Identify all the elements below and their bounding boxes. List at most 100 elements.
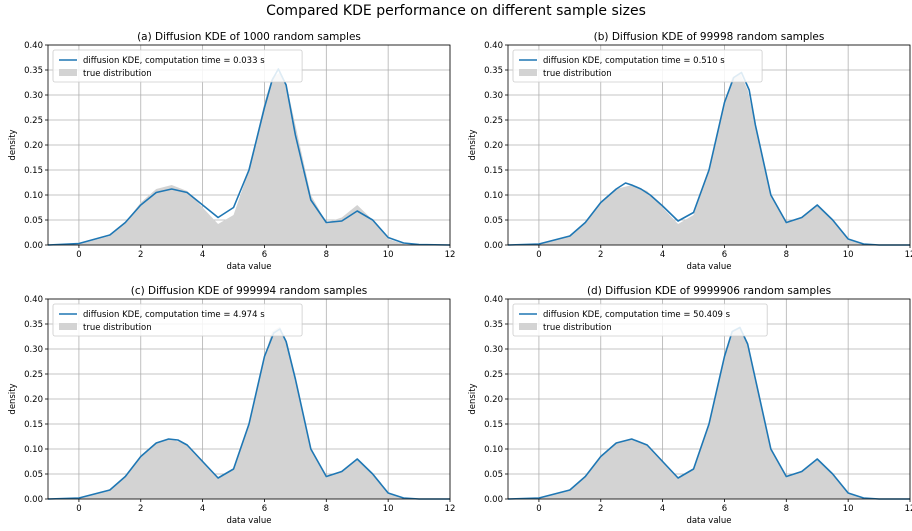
kde-line bbox=[47, 328, 450, 500]
y-tick-label: 0.00 bbox=[484, 241, 503, 251]
y-tick-label: 0.30 bbox=[484, 91, 503, 101]
legend: diffusion KDE, computation time = 50.409… bbox=[512, 303, 768, 337]
y-tick-label: 0.35 bbox=[484, 320, 503, 330]
x-tick-label: 4 bbox=[200, 504, 205, 514]
y-tick-label: 0.15 bbox=[24, 420, 43, 430]
x-tick-label: 12 bbox=[905, 504, 912, 514]
kde-line bbox=[507, 326, 910, 500]
legend-true-label: true distribution bbox=[543, 69, 612, 79]
x-tick-label: 10 bbox=[843, 250, 854, 260]
x-tick-label: 8 bbox=[324, 504, 329, 514]
panel-1: 0 2 4 6 8 10 12 0.00 0.05 0.10 0.15 0.20 0.25 0.30 0.3… bbox=[468, 31, 912, 272]
x-axis-label: data value bbox=[686, 262, 731, 272]
y-tick-label: 0.20 bbox=[484, 395, 503, 405]
legend-kde-label: diffusion KDE, computation time = 0.033 … bbox=[83, 56, 265, 66]
legend: diffusion KDE, computation time = 0.510 … bbox=[512, 49, 763, 83]
y-tick-label: 0.20 bbox=[484, 141, 503, 151]
x-tick-label: 2 bbox=[138, 250, 143, 260]
y-tick-label: 0.15 bbox=[484, 420, 503, 430]
y-tick-label: 0.10 bbox=[484, 191, 503, 201]
y-axis-label: density bbox=[8, 383, 18, 414]
x-tick-label: 0 bbox=[76, 504, 81, 514]
y-tick-label: 0.05 bbox=[484, 470, 503, 480]
x-tick-label: 6 bbox=[262, 250, 267, 260]
kde-line bbox=[47, 68, 451, 246]
legend-kde-label: diffusion KDE, computation time = 0.510 … bbox=[543, 56, 725, 66]
x-tick-label: 6 bbox=[722, 250, 727, 260]
x-tick-label: 0 bbox=[536, 504, 541, 514]
figure-title: Compared KDE performance on different sa… bbox=[266, 3, 646, 19]
x-axis-label: data value bbox=[226, 516, 271, 526]
y-tick-label: 0.30 bbox=[24, 345, 43, 355]
y-tick-label: 0.05 bbox=[24, 470, 43, 480]
x-tick-label: 6 bbox=[722, 504, 727, 514]
subplot-title: (d) Diffusion KDE of 9999906 random samp… bbox=[587, 285, 831, 297]
x-tick-label: 8 bbox=[324, 250, 329, 260]
legend-true-swatch bbox=[59, 323, 77, 330]
y-tick-label: 0.05 bbox=[24, 216, 43, 226]
legend-box bbox=[52, 49, 303, 83]
legend-box bbox=[52, 303, 303, 337]
legend-box bbox=[512, 303, 768, 337]
legend-true-swatch bbox=[519, 323, 537, 330]
y-tick-label: 0.15 bbox=[484, 166, 503, 176]
x-tick-label: 10 bbox=[383, 504, 394, 514]
y-tick-label: 0.25 bbox=[24, 116, 43, 126]
legend-true-label: true distribution bbox=[543, 323, 612, 333]
y-tick-label: 0.10 bbox=[24, 445, 43, 455]
legend-box bbox=[512, 49, 763, 83]
y-tick-label: 0.10 bbox=[484, 445, 503, 455]
y-tick-label: 0.25 bbox=[484, 116, 503, 126]
legend-true-swatch bbox=[519, 69, 537, 76]
y-axis-label: density bbox=[8, 129, 18, 160]
x-tick-label: 4 bbox=[660, 250, 665, 260]
y-tick-label: 0.00 bbox=[484, 495, 503, 505]
panel-2: 0 2 4 6 8 10 12 0.00 0.05 0.10 0.15 0.20 0.25 0.30 0.3… bbox=[8, 285, 455, 526]
y-tick-label: 0.40 bbox=[484, 41, 503, 51]
y-tick-label: 0.15 bbox=[24, 166, 43, 176]
subplot-title: (a) Diffusion KDE of 1000 random samples bbox=[137, 31, 361, 43]
y-tick-label: 0.25 bbox=[24, 370, 43, 380]
x-tick-label: 2 bbox=[138, 504, 143, 514]
true-distribution-area bbox=[48, 326, 450, 499]
subplot-title: (b) Diffusion KDE of 99998 random sample… bbox=[594, 31, 825, 43]
y-axis-label: density bbox=[468, 129, 478, 160]
kde-line bbox=[507, 71, 910, 246]
y-tick-label: 0.20 bbox=[24, 395, 43, 405]
true-distribution-area bbox=[508, 72, 910, 245]
y-tick-label: 0.10 bbox=[24, 191, 43, 201]
legend: diffusion KDE, computation time = 4.974 … bbox=[52, 303, 303, 337]
legend-true-label: true distribution bbox=[83, 69, 152, 79]
legend-true-label: true distribution bbox=[83, 323, 152, 333]
x-tick-label: 12 bbox=[445, 504, 456, 514]
x-tick-label: 0 bbox=[536, 250, 541, 260]
subplot-title: (c) Diffusion KDE of 999994 random sampl… bbox=[131, 285, 368, 297]
true-distribution-area bbox=[508, 326, 910, 499]
panel-3: 0 2 4 6 8 10 12 0.00 0.05 0.10 0.15 0.20 0.25 0.30 0.3… bbox=[468, 285, 912, 526]
legend-kde-label: diffusion KDE, computation time = 4.974 … bbox=[83, 310, 265, 320]
true-distribution-area bbox=[48, 72, 450, 245]
y-tick-label: 0.35 bbox=[24, 66, 43, 76]
legend: diffusion KDE, computation time = 0.033 … bbox=[52, 49, 303, 83]
y-tick-label: 0.20 bbox=[24, 141, 43, 151]
y-axis-label: density bbox=[468, 383, 478, 414]
y-tick-label: 0.00 bbox=[24, 241, 43, 251]
y-tick-label: 0.40 bbox=[24, 295, 43, 305]
y-tick-label: 0.35 bbox=[24, 320, 43, 330]
legend-true-swatch bbox=[59, 69, 77, 76]
x-tick-label: 10 bbox=[383, 250, 394, 260]
x-tick-label: 6 bbox=[262, 504, 267, 514]
x-axis-label: data value bbox=[686, 516, 731, 526]
y-tick-label: 0.40 bbox=[484, 295, 503, 305]
x-tick-label: 12 bbox=[445, 250, 456, 260]
y-tick-label: 0.05 bbox=[484, 216, 503, 226]
y-tick-label: 0.35 bbox=[484, 66, 503, 76]
x-tick-label: 8 bbox=[784, 504, 789, 514]
y-tick-label: 0.00 bbox=[24, 495, 43, 505]
x-tick-label: 2 bbox=[598, 250, 603, 260]
x-tick-label: 12 bbox=[905, 250, 912, 260]
x-tick-label: 10 bbox=[843, 504, 854, 514]
x-tick-label: 4 bbox=[660, 504, 665, 514]
x-tick-label: 2 bbox=[598, 504, 603, 514]
